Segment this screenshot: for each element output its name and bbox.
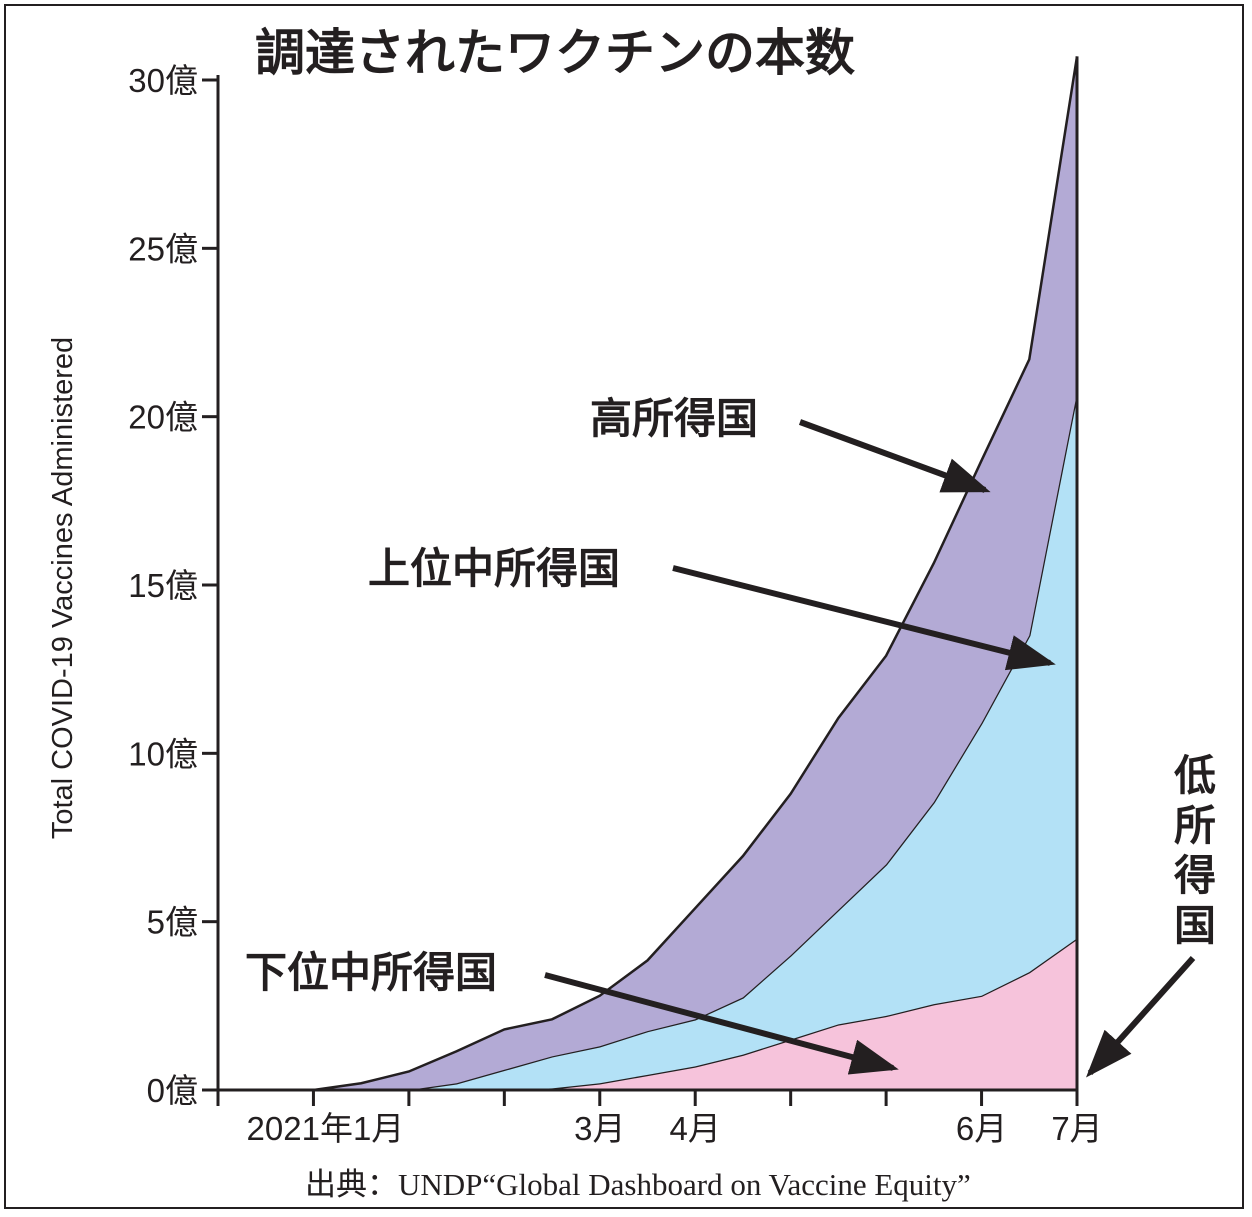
x-tick-label: 2021年1月 [247,1110,405,1147]
y-tick-label: 5億 [147,904,198,941]
y-ticks: 0億 5億 10億 15億 20億 25億 30億 [128,62,218,1109]
arrow-upper-middle-income [672,565,1056,671]
y-tick-label: 20億 [128,399,198,436]
label-upper-middle-income: 上位中所得国 [368,544,620,593]
label-lower-middle-income: 下位中所得国 [245,948,497,997]
y-tick-label: 15億 [128,567,198,604]
y-tick-label: 10億 [128,735,198,772]
x-tick-label: 7月 [1051,1110,1102,1147]
label-high-income: 高所得国 [590,394,758,443]
x-tick-label: 6月 [956,1110,1007,1147]
area-series-2 [313,393,1077,1091]
source-note: 出典：UNDP“Global Dashboard on Vaccine Equi… [305,1167,971,1202]
label-low-income: 低所得国 [1174,751,1216,950]
x-tick-label: 4月 [670,1110,721,1147]
x-tick-label: 3月 [574,1110,625,1147]
area-series-3 [313,56,1077,1090]
chart-title: 調達されたワクチンの本数 [255,24,855,82]
arrow-high-income [798,419,991,493]
x-ticks: 2021年1月 3月 4月 6月 7月 [216,1090,1103,1147]
y-axis-label: Total COVID-19 Vaccines Administered [47,337,79,839]
y-tick-label: 25億 [128,230,198,267]
y-tick-label: 0億 [147,1072,198,1109]
arrow-low-income [1085,955,1196,1078]
y-tick-label: 30億 [128,62,198,99]
area-boundary-3 [313,56,1079,1092]
arrow-lower-middle-income [544,972,899,1075]
